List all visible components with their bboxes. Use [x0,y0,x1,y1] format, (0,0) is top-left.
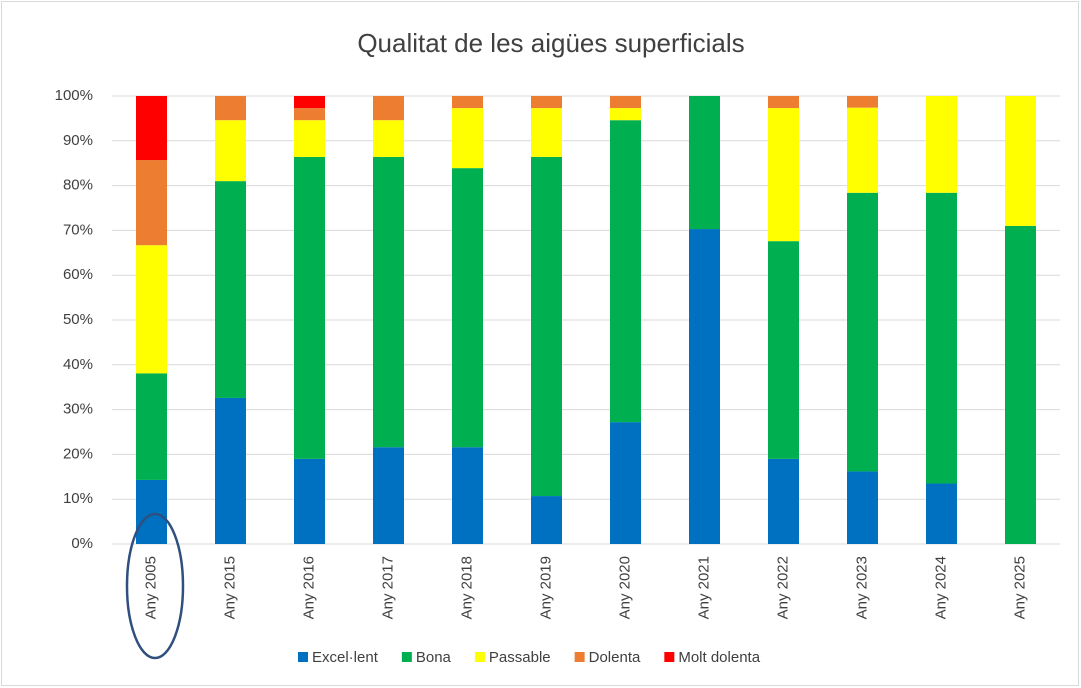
bar-segment [136,245,167,374]
bar-segment [294,156,325,459]
x-tick-label: Any 2022 [774,556,791,619]
bar-segment [926,192,957,484]
legend-swatch [401,652,412,662]
bar-segment [847,96,878,108]
bars [136,96,1036,545]
bar-segment [610,422,641,544]
bar-segment [373,447,404,544]
x-tick-label: Any 2023 [853,556,870,619]
bar-segment [768,458,799,544]
y-tick-label: 40% [63,356,93,373]
y-tick-label: 0% [71,535,93,552]
bar-segment [768,96,799,109]
bar-segment [689,96,720,230]
bar-segment [215,120,246,182]
x-tick-label: Any 2020 [616,556,633,619]
bar-segment [926,483,957,544]
legend-label: Passable [489,649,551,666]
bar-segment [452,447,483,544]
bar-segment [768,108,799,242]
legend-label: Excel·lent [312,649,379,666]
bar-segment [215,96,246,121]
x-tick-label: Any 2018 [458,556,475,619]
x-tick-label: Any 2019 [537,556,554,619]
y-tick-label: 70% [63,221,93,238]
y-tick-label: 100% [55,87,93,104]
bar-segment [689,229,720,544]
y-tick-label: 50% [63,311,93,328]
bar-segment [531,96,562,109]
bar-segment [294,96,325,109]
bar-segment [136,373,167,480]
y-tick-label: 30% [63,401,93,418]
bar-segment [136,160,167,246]
x-tick-label: Any 2017 [379,556,396,619]
legend-swatch [574,652,585,662]
bar-segment [847,471,878,544]
bar-segment [373,156,404,448]
bar-segment [452,168,483,448]
x-tick-label: Any 2005 [142,556,159,619]
x-tick-label: Any 2016 [300,556,317,619]
bar-segment [610,96,641,109]
bar-segment [215,397,246,544]
bar-segment [294,108,325,121]
bar-segment [1005,225,1036,545]
bar-segment [452,96,483,109]
bar-segment [136,96,167,161]
bar-segment [847,192,878,472]
bar-segment [452,108,483,169]
legend-swatch [664,652,675,662]
bar-segment [531,156,562,497]
bar-segment [610,120,641,423]
bar-segment [136,479,167,544]
bar-segment [531,496,562,544]
labels: 0% 10% 20% 30% 40% 50% 60% 70% 80% 90% 100% Any 200… [55,87,1029,666]
bar-segment [215,181,246,398]
bar-segment [926,96,957,193]
x-tick-label: Any 2015 [221,556,238,619]
x-tick-label: Any 2024 [932,556,949,619]
legend-label: Dolenta [589,649,641,666]
bar-segment [294,120,325,157]
legend-swatch [298,652,308,662]
legend-label: Molt dolenta [678,649,760,666]
y-tick-label: 20% [63,445,93,462]
legend-swatch [474,652,485,662]
bar-segment [373,96,404,121]
x-tick-label: Any 2025 [1011,556,1028,619]
y-tick-label: 90% [63,132,93,149]
bar-segment [847,107,878,193]
legend-label: Bona [416,649,452,666]
y-tick-label: 80% [63,177,93,194]
bar-segment [531,108,562,157]
bar-segment [373,120,404,157]
grid [112,95,1060,545]
bar-segment [610,108,641,121]
y-tick-label: 10% [63,490,93,507]
chart-title: Qualitat de les aigües superficials [357,28,744,58]
x-tick-label: Any 2021 [695,556,712,619]
bar-segment [294,458,325,544]
y-tick-label: 60% [63,266,93,283]
bar-segment [1005,96,1036,226]
bar-segment [768,241,799,459]
highlight-ellipse [125,512,185,660]
